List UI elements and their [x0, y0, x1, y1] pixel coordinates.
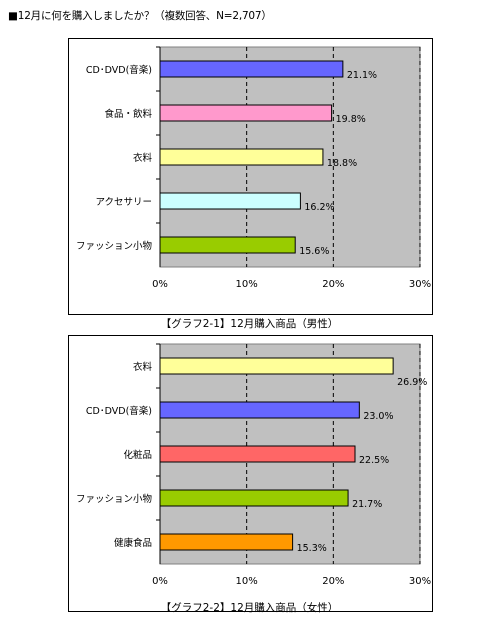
value-label: 21.7% — [352, 499, 382, 510]
category-label: ファッション小物 — [76, 240, 153, 252]
chart-caption-female: 【グラフ2-2】12月購入商品（女性） — [160, 602, 339, 614]
bar — [159, 489, 349, 507]
bar — [159, 357, 394, 375]
value-label: 23.0% — [363, 411, 393, 422]
bar — [159, 60, 344, 78]
x-tick-label: 0% — [152, 279, 168, 290]
bar — [159, 192, 301, 210]
bar — [159, 533, 294, 551]
category-label: 化粧品 — [123, 449, 152, 461]
category-label: 健康食品 — [114, 537, 152, 549]
bar — [159, 236, 296, 254]
chart-caption-male: 【グラフ2-1】12月購入商品（男性） — [160, 318, 339, 330]
x-tick-label: 10% — [236, 279, 258, 290]
chart-panel-female: 衣料 26.9% CD･DVD(音楽) 23.0% 化粧品 22.5% ファッション小物 21… — [68, 335, 433, 612]
category-label: 食品・飲料 — [104, 108, 152, 120]
chart-panel-male: CD･DVD(音楽) 21.1% 食品・飲料 19.8% 衣料 18.8% アクセサリー 16… — [68, 38, 433, 315]
category-label: CD･DVD(音楽) — [86, 64, 152, 76]
value-label: 15.3% — [297, 543, 327, 554]
bar — [159, 401, 360, 419]
bar-chart-female: 衣料 26.9% CD･DVD(音楽) 23.0% 化粧品 22.5% ファッション小物 21… — [76, 343, 431, 587]
x-tick-label: 20% — [322, 576, 344, 587]
x-tick-label: 20% — [322, 279, 344, 290]
category-label: 衣料 — [133, 152, 153, 164]
value-label: 18.8% — [327, 158, 357, 169]
category-label: ファッション小物 — [76, 493, 153, 505]
bar — [159, 104, 333, 122]
value-label: 15.6% — [299, 246, 329, 257]
value-label: 19.8% — [336, 114, 366, 125]
bar-chart-male: CD･DVD(音楽) 21.1% 食品・飲料 19.8% 衣料 18.8% アクセサリー 16… — [76, 46, 431, 290]
value-label: 26.9% — [397, 377, 427, 388]
x-tick-label: 30% — [409, 576, 431, 587]
x-tick-label: 30% — [409, 279, 431, 290]
category-label: アクセサリー — [95, 197, 152, 208]
value-label: 16.2% — [304, 202, 334, 213]
bar — [159, 445, 356, 463]
category-label: 衣料 — [133, 361, 153, 373]
category-label: CD･DVD(音楽) — [86, 405, 152, 417]
page-title: ■12月に何を購入しましたか？（複数回答、N=2,707） — [8, 10, 272, 22]
value-label: 21.1% — [347, 70, 377, 81]
x-tick-label: 0% — [152, 576, 168, 587]
x-tick-label: 10% — [236, 576, 258, 587]
bar — [159, 148, 324, 166]
value-label: 22.5% — [359, 455, 389, 466]
